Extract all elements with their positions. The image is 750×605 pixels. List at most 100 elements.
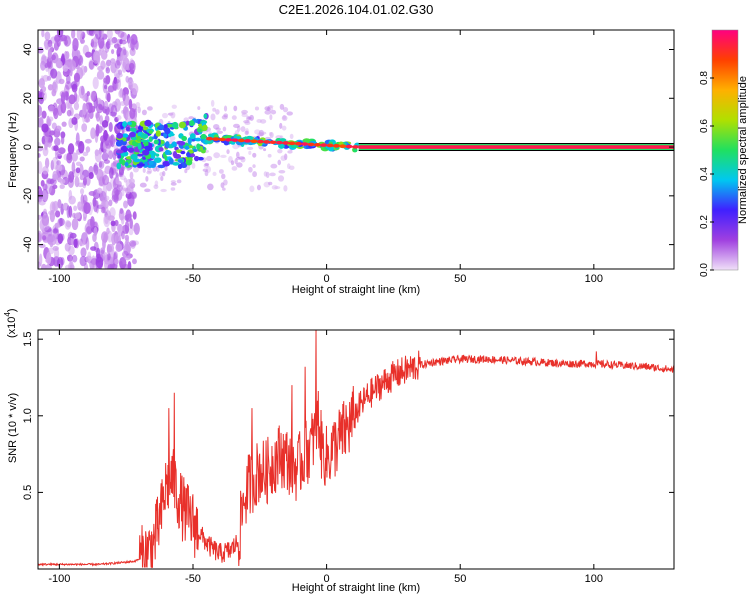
noise-cell <box>83 262 89 269</box>
noise-cell <box>64 264 73 269</box>
faint-cell <box>286 111 293 116</box>
noise-cell <box>62 64 69 72</box>
noise-cell <box>129 171 134 180</box>
faint-cell <box>215 109 220 115</box>
faint-cell <box>121 109 125 114</box>
noise-cell <box>58 147 66 154</box>
noise-cell <box>108 121 113 133</box>
noise-cell <box>54 137 61 146</box>
noise-cell <box>59 184 65 190</box>
noise-cell <box>38 153 41 158</box>
noise-cell <box>78 140 85 154</box>
y-tick-label: 0 <box>22 144 34 150</box>
noise-cell <box>128 98 133 110</box>
noise-cell <box>86 90 91 97</box>
noise-cell <box>81 123 88 133</box>
faint-cell <box>162 170 166 177</box>
cluster-cell <box>116 162 122 170</box>
noise-cell <box>92 51 100 64</box>
cluster-cell <box>180 150 186 155</box>
cluster-cell <box>144 145 151 151</box>
noise-cell <box>83 103 90 112</box>
noise-cell <box>82 151 89 157</box>
cluster-cell <box>127 121 133 126</box>
band-core <box>244 139 252 143</box>
noise-cell <box>116 184 123 192</box>
colorbar-tick-label: 0.0 <box>699 263 710 277</box>
noise-cell <box>38 104 43 118</box>
noise-cell <box>41 110 47 119</box>
noise-cell <box>130 191 138 200</box>
noise-cell <box>64 39 68 46</box>
cluster-cell <box>189 120 195 127</box>
faint-cell <box>279 122 283 129</box>
noise-cell <box>41 213 50 227</box>
faint-cell <box>231 166 238 171</box>
noise-cell <box>41 91 47 101</box>
faint-cell <box>137 106 141 114</box>
cluster-cell <box>189 133 196 140</box>
cluster-cell <box>136 135 142 142</box>
noise-cell <box>129 240 137 247</box>
noise-cell <box>60 169 68 179</box>
noise-cell <box>49 209 56 223</box>
snr-x-ticks: -100 -50 0 50 100 <box>48 330 603 585</box>
noise-cell <box>111 233 116 246</box>
noise-cell <box>121 46 127 56</box>
noise-cell <box>75 161 82 167</box>
faint-cell <box>234 158 238 165</box>
noise-cell <box>57 233 64 245</box>
faint-cell <box>132 166 139 173</box>
noise-cell <box>38 160 43 174</box>
noise-cell <box>120 101 126 107</box>
cluster-cell <box>155 130 161 137</box>
faint-cell <box>141 109 147 116</box>
x-tick-label: 0 <box>324 273 330 285</box>
noise-cell <box>41 30 45 38</box>
noise-cell <box>64 242 71 252</box>
colorbar-gradient <box>712 30 738 270</box>
noise-cell <box>90 38 95 48</box>
noise-cell <box>129 107 136 120</box>
cluster-cell <box>171 121 179 129</box>
faint-cell <box>248 150 252 155</box>
noise-cell <box>111 188 119 201</box>
noise-cell <box>90 246 97 251</box>
cluster-cell <box>140 139 148 143</box>
noise-cell <box>38 232 42 243</box>
x-tick-label: 50 <box>454 573 466 585</box>
noise-cell <box>72 37 79 52</box>
noise-cell <box>54 210 61 218</box>
cluster-cell <box>143 161 148 168</box>
noise-cell <box>41 86 47 92</box>
noise-cell <box>51 122 57 130</box>
snr-scale-exp: 4 <box>3 312 12 317</box>
noise-cell <box>52 81 57 91</box>
faint-cell <box>269 131 273 137</box>
noise-cell <box>108 199 113 207</box>
band-core <box>218 137 226 142</box>
noise-cell <box>50 160 55 171</box>
noise-cell <box>77 201 83 211</box>
band-core <box>256 139 264 144</box>
noise-cell <box>115 72 123 78</box>
noise-cell <box>69 60 77 72</box>
noise-cell <box>109 167 114 179</box>
noise-cell <box>109 111 117 117</box>
snr-marks <box>38 330 674 569</box>
faint-cell <box>264 110 272 115</box>
noise-cell <box>123 200 129 209</box>
noise-cell <box>120 31 128 42</box>
noise-cell <box>106 30 113 39</box>
faint-cell <box>220 182 225 189</box>
noise-cell <box>120 216 125 225</box>
cluster-cell <box>177 140 186 146</box>
cluster-cell <box>129 127 137 132</box>
faint-cell <box>240 126 246 132</box>
noise-cell <box>53 41 60 51</box>
noise-cell <box>38 79 45 85</box>
band-core <box>307 142 315 147</box>
faint-cell <box>220 154 227 158</box>
faint-cell <box>164 166 168 171</box>
band-core <box>269 140 277 145</box>
